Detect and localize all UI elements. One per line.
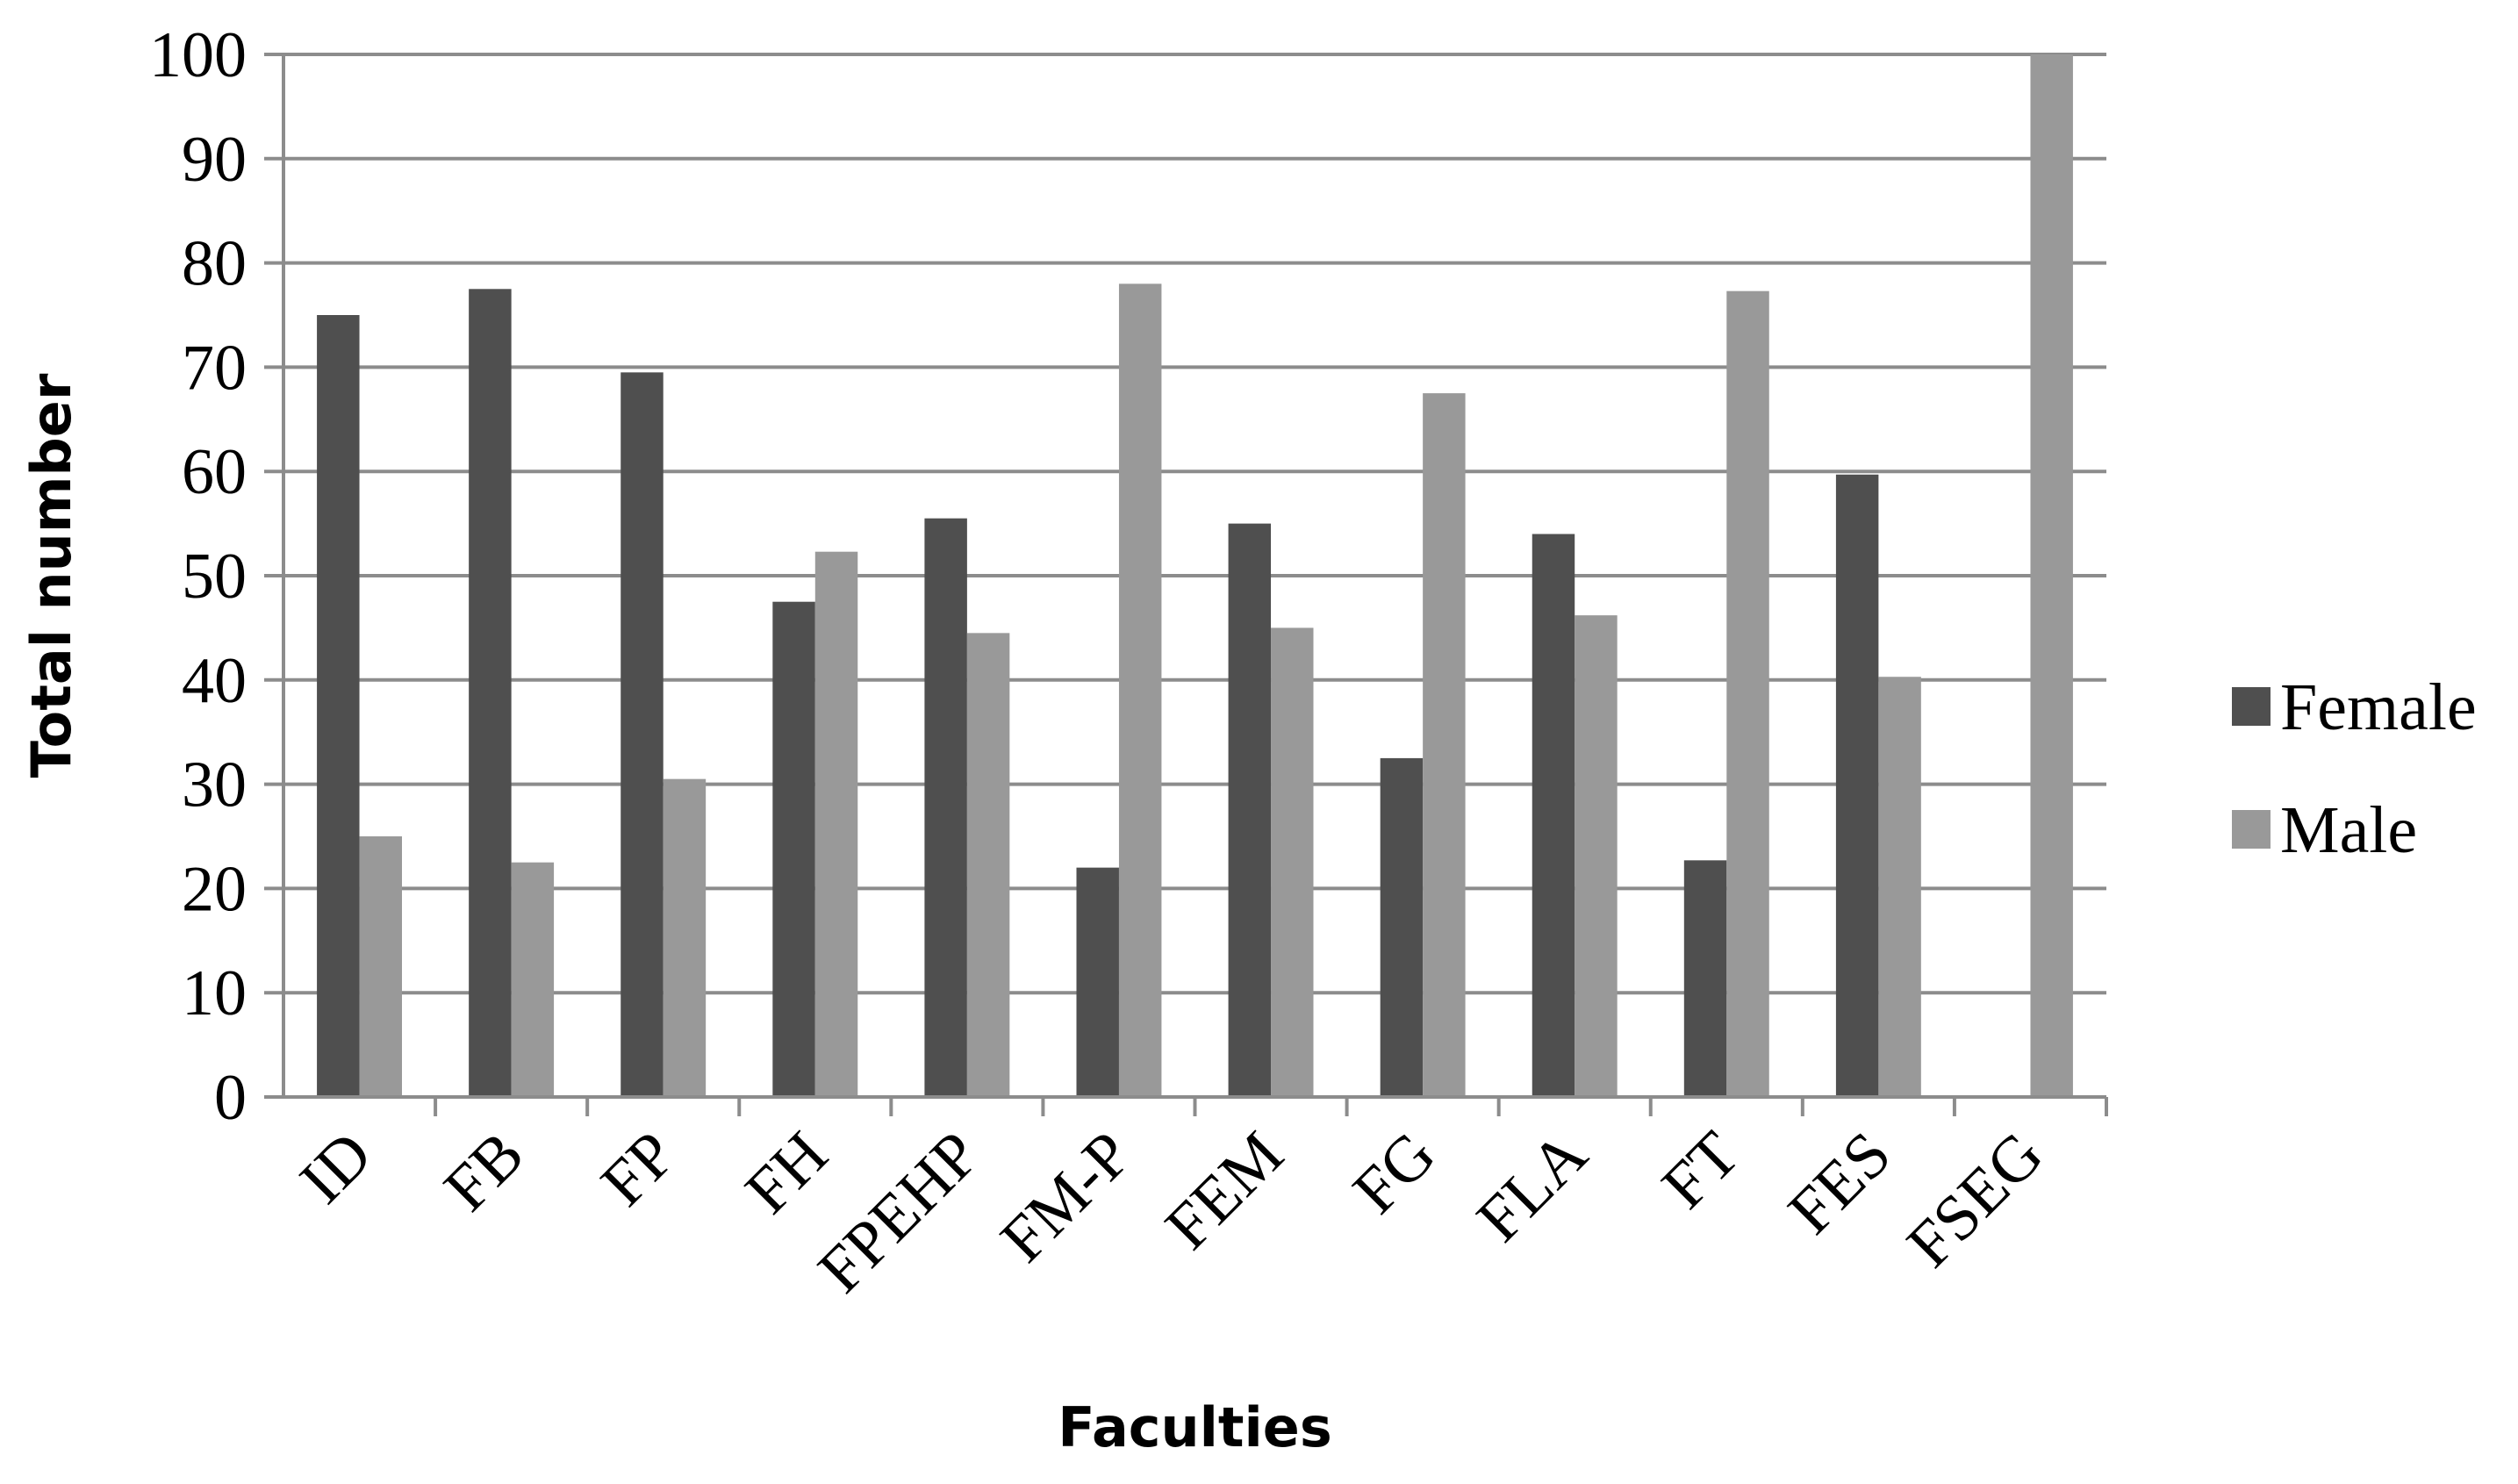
bars [317, 54, 2073, 1098]
y-tick-label: 0 [214, 1062, 247, 1134]
bar-male-fm-p [1118, 283, 1162, 1097]
legend-swatch-female [2232, 687, 2271, 726]
bar-male-ft [1726, 290, 1769, 1097]
bar-female-fem [1228, 523, 1272, 1097]
x-tick-label: FLA [1463, 1118, 1601, 1256]
x-tick-label: FM-P [987, 1118, 1145, 1276]
bar-male-fg [1423, 393, 1466, 1098]
legend-label-male: Male [2280, 793, 2417, 867]
bar-female-id [317, 315, 360, 1097]
x-tick-label: FEM [1151, 1118, 1297, 1264]
x-tick-label: FP [588, 1118, 690, 1220]
bar-female-fla [1532, 534, 1575, 1097]
y-tick-label: 60 [182, 436, 247, 508]
bar-male-fseg [2030, 54, 2073, 1097]
axes [264, 54, 2108, 1116]
x-tick-label: FB [431, 1118, 538, 1225]
x-axis-title: Faculties [1058, 1395, 1332, 1459]
y-tick-label: 50 [182, 541, 247, 613]
x-tick-label: FH [732, 1118, 842, 1228]
y-tick-labels: 0 10 20 30 40 50 60 70 80 90 100 [149, 19, 247, 1134]
bar-female-fes [1835, 474, 1879, 1097]
legend-swatch-male [2232, 810, 2271, 849]
x-tick-label: FSEG [1894, 1118, 2057, 1281]
y-tick-label: 80 [182, 228, 247, 300]
x-tick-label: FG [1339, 1118, 1449, 1228]
bar-female-fp [621, 372, 664, 1098]
bar-female-fh [772, 601, 815, 1097]
x-tick-label: ID [286, 1118, 385, 1217]
bar-female-fb [469, 289, 512, 1097]
bar-female-fm-p [1076, 867, 1119, 1097]
bar-male-fh [814, 551, 858, 1097]
bar-female-fg [1380, 757, 1424, 1097]
bar-male-fla [1575, 615, 1618, 1097]
legend-label-female: Female [2280, 670, 2477, 744]
bar-female-ft [1683, 860, 1727, 1097]
bar-male-fp [663, 778, 707, 1097]
legend: Female Male [2232, 670, 2477, 867]
bar-male-fpehp [966, 633, 1010, 1097]
bar-female-fpehp [924, 518, 967, 1097]
x-tick-label: FES [1775, 1118, 1905, 1248]
bar-male-fem [1271, 627, 1314, 1097]
x-tick-label: FPEHP [805, 1118, 994, 1307]
bar-male-id [359, 836, 403, 1097]
y-tick-label: 30 [182, 749, 247, 821]
bar-male-fb [511, 862, 555, 1097]
y-tick-label: 70 [182, 332, 247, 404]
y-tick-label: 100 [149, 19, 247, 91]
x-tick-label: FT [1648, 1118, 1753, 1222]
y-tick-label: 40 [182, 645, 247, 717]
y-tick-label: 90 [182, 124, 247, 196]
y-tick-label: 20 [182, 853, 247, 925]
y-axis-title: Total number [19, 373, 83, 778]
y-tick-label: 10 [182, 957, 247, 1029]
gridlines [264, 53, 2106, 1099]
bar-male-fes [1878, 677, 1921, 1097]
